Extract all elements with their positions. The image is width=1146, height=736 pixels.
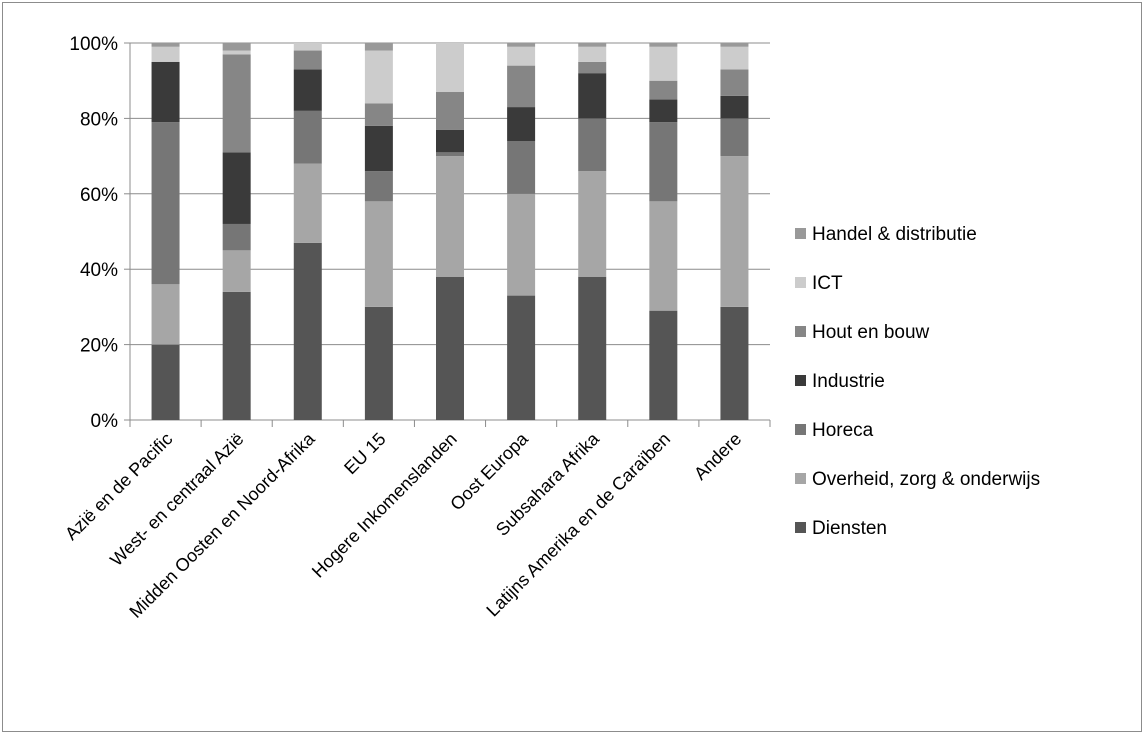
bar-segment: [720, 95, 749, 119]
bar-segment: [293, 50, 322, 70]
bar-segment: [364, 50, 393, 104]
legend-swatch: [795, 522, 806, 533]
bar-segment: [364, 306, 393, 420]
bar-segment: [222, 50, 251, 55]
bar-segment: [507, 107, 536, 142]
bar-segment: [720, 156, 749, 307]
bar-segment: [436, 152, 464, 157]
y-tick-label: 100%: [69, 34, 118, 55]
bar-segment: [364, 43, 393, 51]
bar-segment: [507, 141, 536, 194]
y-tick-label: 60%: [80, 185, 118, 206]
bar-segment: [649, 43, 678, 47]
bar-segment: [578, 118, 607, 172]
bar-segment: [293, 163, 322, 243]
bar-segment: [222, 54, 251, 153]
bar-segment: [222, 291, 251, 420]
bar-segment: [151, 46, 180, 62]
bar-segment: [364, 125, 393, 172]
bar-segment: [364, 103, 393, 126]
legend-label: Horeca: [812, 420, 874, 441]
legend-label: Industrie: [812, 371, 885, 392]
bar-segment: [222, 43, 251, 51]
legend-swatch: [795, 424, 806, 435]
bar-segment: [222, 152, 251, 224]
bar-segment: [364, 201, 393, 307]
bar-segment: [507, 295, 536, 420]
bar-segment: [293, 110, 322, 164]
bar-segment: [293, 242, 322, 420]
bar-segment: [364, 171, 393, 202]
bar-segment: [293, 69, 322, 111]
legend-label: ICT: [812, 273, 843, 294]
bar-segment: [720, 46, 749, 70]
bar-segment: [578, 43, 607, 47]
bar-segment: [578, 46, 607, 62]
bar-segment: [720, 118, 749, 157]
bar-segment: [649, 99, 678, 123]
legend-label: Overheid, zorg & onderwijs: [812, 469, 1040, 490]
y-tick-label: 0%: [91, 411, 119, 432]
bar-segment: [720, 69, 749, 96]
legend-label: Handel & distributie: [812, 224, 977, 245]
legend-label: Diensten: [812, 518, 887, 539]
bar-segment: [436, 129, 464, 153]
bar-segment: [151, 344, 180, 420]
bar-segment: [293, 43, 322, 51]
bar-segment: [649, 80, 678, 100]
bar-segment: [151, 122, 180, 285]
x-tick-label: Hogere Inkomenslanden: [308, 429, 461, 582]
bar-segment: [649, 310, 678, 420]
bar-segment: [507, 46, 536, 66]
bar-segment: [222, 250, 251, 292]
bar-segment: [578, 276, 607, 420]
bar-segment: [436, 276, 464, 420]
bar-segment: [720, 43, 749, 47]
bar-segment: [222, 223, 251, 251]
bar-segment: [649, 122, 678, 202]
bar-segment: [151, 43, 180, 47]
x-tick-label: EU 15: [340, 429, 390, 479]
bar-segment: [436, 92, 464, 130]
bar-segment: [507, 193, 536, 296]
bar-segment: [578, 61, 607, 74]
bar-segment: [507, 65, 536, 108]
bar-segment: [720, 306, 749, 420]
legend-label: Hout en bouw: [812, 322, 930, 343]
bar-segment: [151, 61, 180, 123]
legend-swatch: [795, 228, 806, 239]
bar-segment: [649, 46, 678, 81]
legend-swatch: [795, 277, 806, 288]
legend-swatch: [795, 326, 806, 337]
legend-swatch: [795, 375, 806, 386]
bar-segment: [436, 156, 464, 277]
bar-segment: [507, 43, 536, 47]
bar-segment: [649, 201, 678, 311]
bar-segment: [578, 171, 607, 277]
y-tick-label: 40%: [80, 260, 118, 281]
x-tick-label: Andere: [690, 429, 745, 484]
legend-swatch: [795, 473, 806, 484]
y-tick-label: 80%: [80, 109, 118, 130]
bar-segment: [578, 73, 607, 119]
x-tick-label: West- en centraal Azië: [106, 429, 247, 570]
bar-segment: [436, 43, 464, 93]
y-tick-label: 20%: [80, 336, 118, 357]
bar-segment: [151, 284, 180, 345]
